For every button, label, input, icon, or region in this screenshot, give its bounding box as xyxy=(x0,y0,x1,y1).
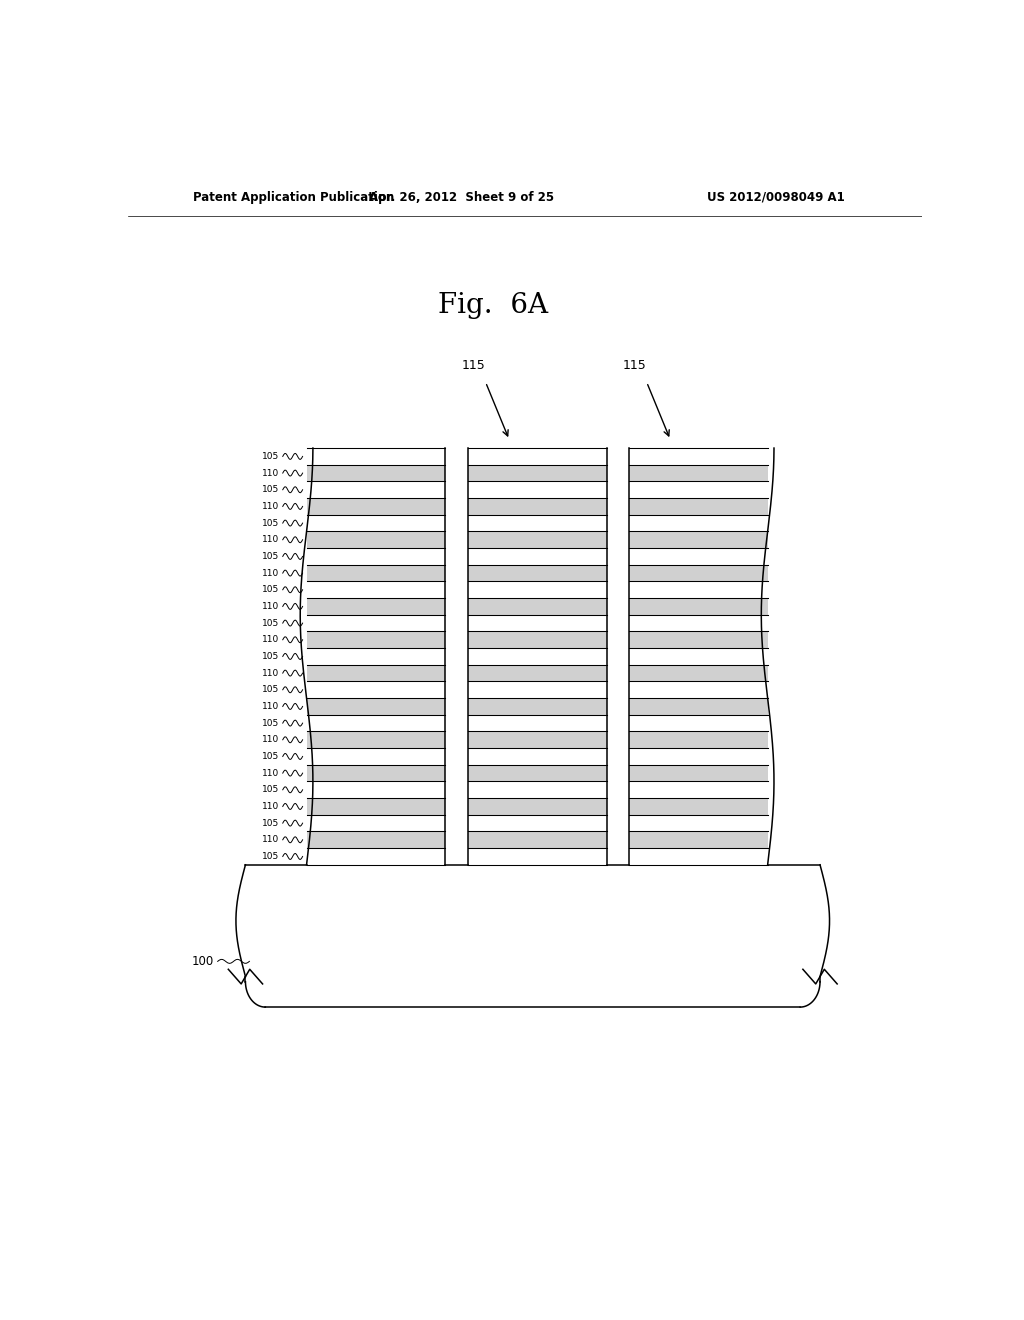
Bar xyxy=(468,565,606,581)
Bar xyxy=(468,731,606,748)
Text: 105: 105 xyxy=(261,685,279,694)
Bar xyxy=(306,731,445,748)
Text: 115: 115 xyxy=(462,359,485,372)
Text: Fig.  6A: Fig. 6A xyxy=(438,292,548,319)
Bar xyxy=(306,832,445,849)
Text: 105: 105 xyxy=(261,486,279,494)
Bar xyxy=(468,799,606,814)
Text: 110: 110 xyxy=(261,535,279,544)
Text: 110: 110 xyxy=(261,702,279,711)
Text: 105: 105 xyxy=(261,785,279,795)
Bar xyxy=(468,698,606,714)
Bar xyxy=(306,532,445,548)
Bar xyxy=(468,764,606,781)
Text: 110: 110 xyxy=(261,469,279,478)
Bar xyxy=(629,665,768,681)
Bar xyxy=(468,631,606,648)
Text: Apr. 26, 2012  Sheet 9 of 25: Apr. 26, 2012 Sheet 9 of 25 xyxy=(369,190,554,203)
Text: 105: 105 xyxy=(261,552,279,561)
Bar xyxy=(306,764,445,781)
Bar xyxy=(468,832,606,849)
Text: 110: 110 xyxy=(261,635,279,644)
Text: 110: 110 xyxy=(261,768,279,777)
Text: 105: 105 xyxy=(261,818,279,828)
Bar xyxy=(629,731,768,748)
Bar xyxy=(629,764,768,781)
Text: 110: 110 xyxy=(261,669,279,677)
Bar xyxy=(468,447,606,865)
Bar xyxy=(629,698,768,714)
Bar xyxy=(306,498,445,515)
Bar xyxy=(629,631,768,648)
Bar xyxy=(306,631,445,648)
Bar xyxy=(306,447,445,865)
Bar xyxy=(306,465,445,482)
Text: Patent Application Publication: Patent Application Publication xyxy=(194,190,394,203)
Text: 105: 105 xyxy=(261,752,279,760)
Text: 105: 105 xyxy=(261,851,279,861)
Text: 110: 110 xyxy=(261,502,279,511)
Text: US 2012/0098049 A1: US 2012/0098049 A1 xyxy=(708,190,845,203)
Bar xyxy=(468,598,606,615)
Bar xyxy=(468,532,606,548)
Bar xyxy=(468,465,606,482)
Text: 110: 110 xyxy=(261,803,279,810)
Bar xyxy=(629,565,768,581)
Text: 110: 110 xyxy=(261,836,279,845)
Bar xyxy=(629,498,768,515)
Bar xyxy=(306,698,445,714)
Text: 110: 110 xyxy=(261,602,279,611)
Bar xyxy=(306,665,445,681)
Bar xyxy=(468,665,606,681)
Bar xyxy=(468,498,606,515)
Text: 105: 105 xyxy=(261,652,279,661)
Text: 105: 105 xyxy=(261,718,279,727)
Text: 105: 105 xyxy=(261,585,279,594)
Bar xyxy=(629,799,768,814)
Text: 105: 105 xyxy=(261,619,279,627)
Bar xyxy=(629,447,768,865)
Bar xyxy=(306,565,445,581)
Bar xyxy=(306,799,445,814)
Bar xyxy=(306,598,445,615)
Text: 105: 105 xyxy=(261,451,279,461)
Text: 110: 110 xyxy=(261,735,279,744)
Text: 100: 100 xyxy=(191,954,214,968)
Bar xyxy=(629,532,768,548)
Bar xyxy=(629,465,768,482)
Bar xyxy=(629,598,768,615)
Text: 105: 105 xyxy=(261,519,279,528)
Text: 110: 110 xyxy=(261,569,279,578)
Bar xyxy=(629,832,768,849)
Text: 115: 115 xyxy=(623,359,646,372)
